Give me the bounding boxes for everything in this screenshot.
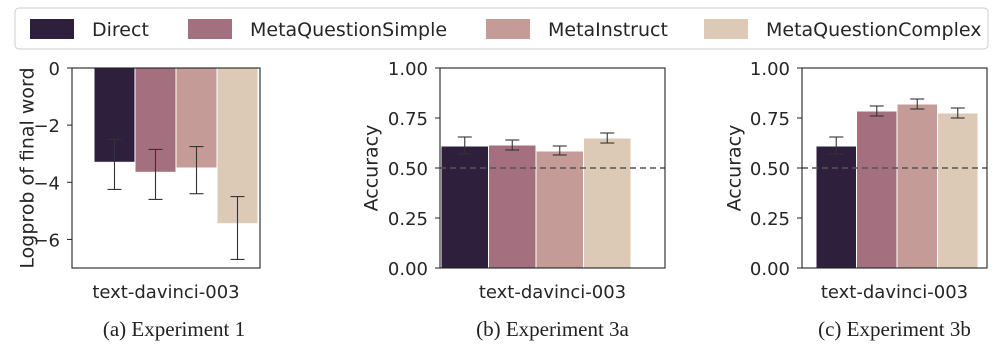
- y-tick-label: −6: [33, 230, 60, 251]
- legend-label-metaquestioncomplex: MetaQuestionComplex: [766, 19, 982, 41]
- y-axis-label: Accuracy: [724, 125, 746, 212]
- legend-label-direct: Direct: [92, 19, 149, 41]
- legend-swatch-metaquestioncomplex: [704, 19, 748, 39]
- bar-direct: [440, 145, 489, 269]
- panel-experiment-3a: 0.00 0.25 0.50 0.75 1.00 text-davinci-003 Accu…: [361, 59, 666, 341]
- bar-metaquestionsimple: [488, 144, 537, 269]
- y-tick-label: 0.75: [750, 109, 790, 130]
- y-tick-label: 0.00: [388, 259, 428, 280]
- legend: Direct MetaQuestionSimple MetaInstruct M…: [14, 7, 989, 50]
- y-tick-label: 0.00: [750, 259, 790, 280]
- legend-swatch-direct: [30, 19, 74, 39]
- bar-direct: [815, 145, 857, 269]
- bar-metaquestioncomplex: [583, 137, 632, 269]
- bar-metaquestioncomplex: [937, 112, 979, 269]
- y-axis-label: Logprob of final word: [17, 67, 39, 268]
- y-tick-label: −4: [33, 173, 60, 194]
- y-tick-label: 0.50: [750, 159, 790, 180]
- y-tick-label: 0: [49, 59, 60, 80]
- panel-experiment-1: 0 −2 −4 −6 text-davinci-003 Logprob of final …: [17, 59, 261, 341]
- y-tick-label: 1.00: [388, 59, 428, 80]
- legend-swatch-metainstruct: [486, 19, 530, 39]
- panel-caption: (b) Experiment 3a: [476, 317, 629, 341]
- y-tick-label: −2: [33, 116, 60, 137]
- bar-metainstruct: [896, 103, 938, 269]
- axes-frame: [71, 67, 261, 269]
- y-tick-label: 1.00: [750, 59, 790, 80]
- panel-caption: (a) Experiment 1: [103, 317, 245, 341]
- bar-metaquestionsimple: [856, 110, 898, 269]
- y-axis-label: Accuracy: [361, 125, 383, 212]
- x-axis-label: text-davinci-003: [821, 282, 968, 303]
- legend-label-metaquestionsimple: MetaQuestionSimple: [250, 19, 447, 41]
- x-axis-label: text-davinci-003: [92, 282, 239, 303]
- y-tick-label: 0.25: [388, 209, 428, 230]
- legend-swatch-metaquestionsimple: [188, 19, 232, 39]
- panel-caption: (c) Experiment 3b: [818, 317, 971, 341]
- x-axis-label: text-davinci-003: [479, 282, 626, 303]
- legend-label-metainstruct: MetaInstruct: [548, 19, 668, 41]
- y-tick-label: 0.25: [750, 209, 790, 230]
- panel-experiment-3b: 0.00 0.25 0.50 0.75 1.00 text-davinci-003 Accu…: [724, 59, 988, 341]
- y-tick-label: 0.75: [388, 109, 428, 130]
- y-tick-label: 0.50: [388, 159, 428, 180]
